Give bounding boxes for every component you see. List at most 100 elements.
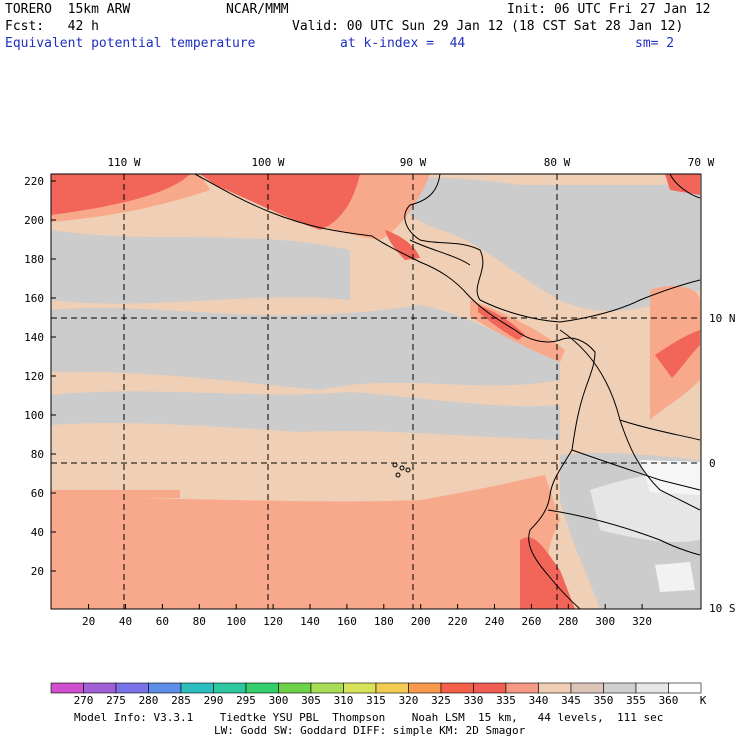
white-region-south	[655, 562, 695, 592]
temperature-field	[51, 174, 701, 609]
coastlines	[194, 174, 701, 609]
colorbar-swatch	[180, 682, 214, 694]
y-tick-label: 160	[24, 292, 44, 305]
colorbar-swatch	[505, 682, 539, 694]
level-info: at k-index = 44	[340, 36, 466, 51]
border-line-3	[547, 509, 701, 556]
colorbar-swatch	[50, 682, 84, 694]
x-tick-label: 300	[595, 615, 615, 628]
colorbar-swatch	[603, 682, 637, 694]
colorbar-label: 335	[496, 694, 516, 707]
colorbar-swatch	[668, 682, 702, 694]
galapagos-island-4	[395, 472, 401, 478]
x-tick-label: 280	[558, 615, 578, 628]
border-line-5	[409, 239, 471, 266]
y-tick-label: 200	[24, 214, 44, 227]
red-region-honduras	[385, 230, 420, 260]
x-tick-label: 180	[374, 615, 394, 628]
colorbar-label: 355	[626, 694, 646, 707]
lon-label-110w: 110 W	[107, 156, 140, 169]
y-tick-label: 140	[24, 331, 44, 344]
red-region-nw	[51, 174, 190, 215]
colorbar-swatch	[310, 682, 344, 694]
colorbar-unit: K	[699, 694, 707, 707]
x-tick-label: 160	[337, 615, 357, 628]
colorbar	[50, 682, 702, 694]
y-tick-label: 120	[24, 370, 44, 383]
x-tick-label: 140	[300, 615, 320, 628]
model-info-line: Model Info: V3.3.1 Tiedtke YSU PBL Thomp…	[74, 711, 664, 724]
x-tick-label: 200	[411, 615, 431, 628]
x-tick-label: 100	[226, 615, 246, 628]
lon-label-100w: 100 W	[251, 156, 284, 169]
island-coast	[669, 174, 701, 199]
y-tick-label: 220	[24, 175, 44, 188]
y-tick-label: 180	[24, 253, 44, 266]
galapagos-island-3	[405, 467, 411, 473]
lon-label-80w: 80 W	[544, 156, 571, 169]
red-region-colombia	[655, 330, 700, 378]
lat-label-10n: 10 N	[709, 312, 736, 325]
colorbar-swatch	[148, 682, 182, 694]
y-tick-label: 100	[24, 409, 44, 422]
colorbar-swatch	[343, 682, 377, 694]
forecast-hour: Fcst: 42 h	[5, 19, 99, 34]
colorbar-label: 310	[333, 694, 354, 707]
graticule	[51, 174, 701, 609]
colorbar-swatch	[213, 682, 247, 694]
colorbar-label: 345	[561, 694, 581, 707]
gray-band-north	[51, 230, 350, 304]
model-name: TORERO 15km ARW	[5, 2, 131, 17]
border-line-4	[619, 419, 701, 441]
lat-label-0: 0	[709, 457, 716, 470]
y-tick-label: 60	[31, 487, 44, 500]
gray-region-caribbean	[380, 177, 700, 311]
salmon-region-south-pacific	[51, 475, 560, 609]
lat-label-10s: 10 S	[709, 602, 736, 615]
colorbar-swatch	[278, 682, 312, 694]
physics-info-line: LW: Godd SW: Goddard DIFF: simple KM: 2D…	[214, 724, 526, 737]
colorbar-swatch	[375, 682, 409, 694]
colorbar-label: 290	[203, 694, 224, 707]
x-tick-label: 220	[448, 615, 468, 628]
y-tick-label: 20	[31, 565, 44, 578]
x-tick-label: 120	[263, 615, 283, 628]
salmon-strip	[51, 490, 180, 500]
colorbar-swatch	[115, 682, 149, 694]
y-tick-label: 40	[31, 526, 44, 539]
colorbar-swatch	[245, 682, 279, 694]
colorbar-label: 340	[528, 694, 549, 707]
x-tick-label: 320	[632, 615, 652, 628]
lon-label-70w: 70 W	[688, 156, 715, 169]
caribbean-coastline	[404, 174, 701, 323]
latitude-labels: 10 N 0 10 S	[709, 312, 736, 615]
border-line-1	[559, 329, 701, 511]
galapagos-island-2	[399, 465, 405, 471]
pacific-coastline	[194, 174, 596, 609]
colorbar-label: 360	[658, 694, 679, 707]
colorbar-label: 350	[593, 694, 614, 707]
field-name: Equivalent potential temperature	[5, 36, 256, 51]
colorbar-swatch	[83, 682, 117, 694]
colorbar-label: 305	[301, 694, 321, 707]
x-tick-label: 40	[119, 615, 132, 628]
x-axis: 20 40 60 80 100 120 140 160 180 200 220 240 260 280 30…	[82, 604, 652, 628]
colorbar-label: 330	[463, 694, 484, 707]
y-tick-label: 80	[31, 448, 44, 461]
colorbar-label: 320	[398, 694, 419, 707]
init-time: Init: 06 UTC Fri 27 Jan 12	[507, 2, 711, 17]
red-region-guatemala	[200, 174, 360, 230]
colorbar-label: 295	[236, 694, 256, 707]
colorbar-label: 275	[106, 694, 126, 707]
colorbar-swatch	[440, 682, 474, 694]
y-axis: 220 200 180 160 140 120 100 80 60 40 20	[24, 175, 56, 578]
border-line-2	[571, 449, 701, 491]
colorbar-swatch	[473, 682, 507, 694]
colorbar-label: 285	[171, 694, 191, 707]
x-tick-label: 80	[193, 615, 206, 628]
gray-band-central	[51, 305, 560, 390]
map-frame	[50, 173, 702, 610]
colorbar-swatch	[408, 682, 442, 694]
